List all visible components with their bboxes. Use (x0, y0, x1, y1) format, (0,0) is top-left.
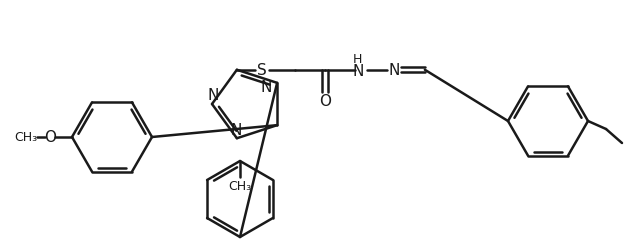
Text: CH₃: CH₃ (15, 131, 38, 144)
Text: O: O (44, 130, 56, 145)
Text: O: O (319, 94, 331, 109)
Text: N: N (388, 63, 399, 78)
Text: N: N (352, 64, 364, 79)
Text: N: N (260, 80, 272, 95)
Text: N: N (207, 88, 219, 103)
Text: S: S (257, 63, 267, 78)
Text: CH₃: CH₃ (228, 180, 252, 193)
Text: H: H (353, 53, 363, 66)
Text: N: N (230, 122, 241, 137)
